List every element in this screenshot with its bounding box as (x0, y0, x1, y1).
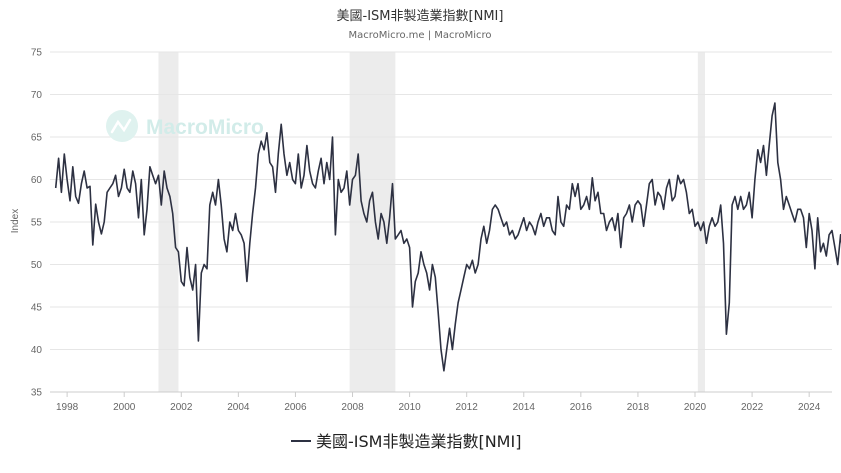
y-tick-label: 40 (31, 345, 43, 356)
x-tick-label: 2010 (398, 402, 421, 413)
x-tick-label: 2006 (284, 402, 307, 413)
x-tick-label: 2016 (570, 402, 593, 413)
x-tick-label: 2014 (513, 402, 536, 413)
y-tick-label: 60 (31, 175, 43, 186)
x-tick-label: 2022 (741, 402, 764, 413)
y-tick-label: 65 (31, 133, 43, 144)
x-tick-label: 2024 (798, 402, 821, 413)
x-tick-label: 2008 (341, 402, 364, 413)
x-tick-label: 2004 (227, 402, 250, 413)
y-tick-label: 45 (31, 303, 43, 314)
watermark-logo-mark (110, 118, 132, 134)
x-tick-label: 2018 (627, 402, 650, 413)
watermark-text: MacroMicro (146, 116, 264, 139)
watermark: MacroMicro (106, 110, 264, 142)
y-tick-label: 35 (31, 388, 43, 399)
legend-label: 美國-ISM非製造業指數[NMI] (316, 432, 521, 451)
series-line (54, 102, 841, 372)
x-tick-label: 2020 (684, 402, 707, 413)
x-tick-label: 2000 (113, 402, 136, 413)
y-tick-label: 75 (31, 48, 43, 59)
x-axis-ticks: 1998 2000 2002 2004 2006 2008 2010 2012 2014 2016… (56, 392, 821, 413)
x-tick-label: 2012 (456, 402, 479, 413)
x-tick-label: 2002 (170, 402, 193, 413)
x-tick-label: 1998 (56, 402, 79, 413)
y-axis-label: Index (10, 209, 21, 233)
y-tick-label: 50 (31, 260, 43, 271)
y-axis-ticks: 35 40 45 50 55 60 65 70 75 (31, 48, 43, 399)
legend[interactable]: 美國-ISM非製造業指數[NMI] (291, 432, 521, 451)
chart-title: 美國-ISM非製造業指數[NMI] (337, 8, 504, 24)
y-tick-label: 55 (31, 218, 43, 229)
y-tick-label: 70 (31, 90, 43, 101)
chart-subtitle: MacroMicro.me | MacroMicro (349, 30, 492, 41)
